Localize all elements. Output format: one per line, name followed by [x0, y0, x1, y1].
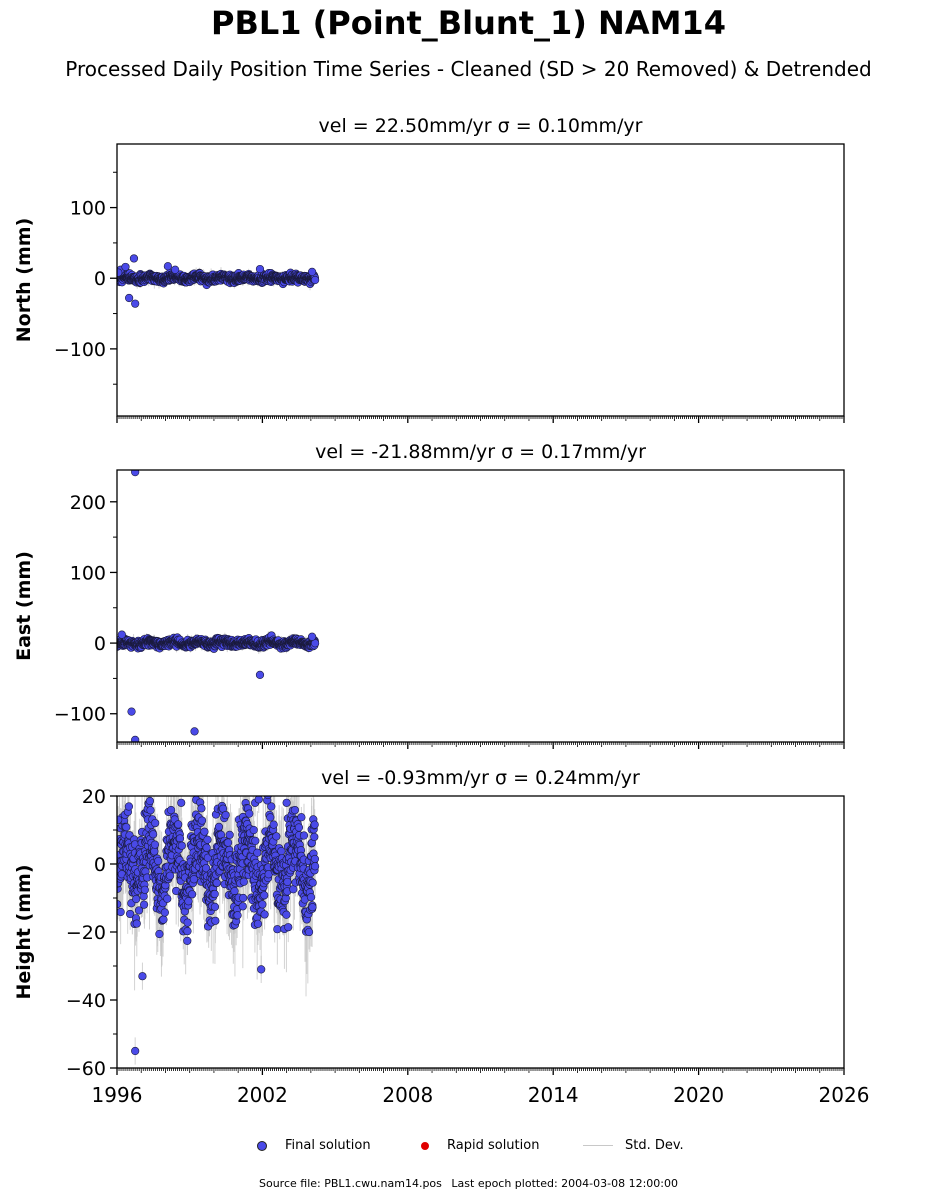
data-point-final — [121, 262, 130, 272]
y-axis-label: North (mm) — [13, 218, 35, 343]
y-tick-label: 0 — [94, 268, 106, 290]
data-point-final — [190, 727, 199, 736]
y-tick-label: −100 — [54, 339, 106, 361]
data-point-final — [171, 265, 180, 274]
data-point-final — [117, 630, 126, 639]
y-tick-label: 0 — [94, 633, 106, 655]
time-series-plots: vel = 22.50mm/yr σ = 0.10mm/yr North (mm)… — [13, 115, 869, 1107]
data-point-final — [163, 262, 172, 271]
data-point-final — [117, 268, 123, 277]
chart-subtitle: Processed Daily Position Time Series - C… — [65, 57, 872, 81]
y-axis-label: Height (mm) — [13, 864, 35, 999]
panel-title: vel = -21.88mm/yr σ = 0.17mm/yr — [315, 441, 646, 463]
chart-main-title: PBL1 (Point_Blunt_1) NAM14 — [211, 4, 726, 42]
data-point-final — [131, 299, 140, 308]
data-point-final — [125, 293, 134, 303]
data-point-final — [127, 707, 136, 716]
data-point-final — [129, 254, 139, 263]
y-tick-label: 200 — [70, 492, 106, 514]
data-point-final — [255, 670, 265, 679]
panel-title: vel = -0.93mm/yr σ = 0.24mm/yr — [321, 767, 640, 789]
plot-frame — [116, 469, 845, 743]
y-tick-label: 100 — [70, 562, 106, 584]
y-tick-label: 100 — [70, 198, 106, 220]
data-point-final — [307, 632, 317, 641]
data-point-final — [255, 264, 265, 274]
data-point-final — [311, 275, 320, 285]
y-tick-label: −100 — [54, 704, 106, 726]
data-point-final — [307, 267, 317, 276]
panel-title: vel = 22.50mm/yr σ = 0.10mm/yr — [319, 115, 643, 137]
y-axis-label: East (mm) — [13, 551, 35, 661]
